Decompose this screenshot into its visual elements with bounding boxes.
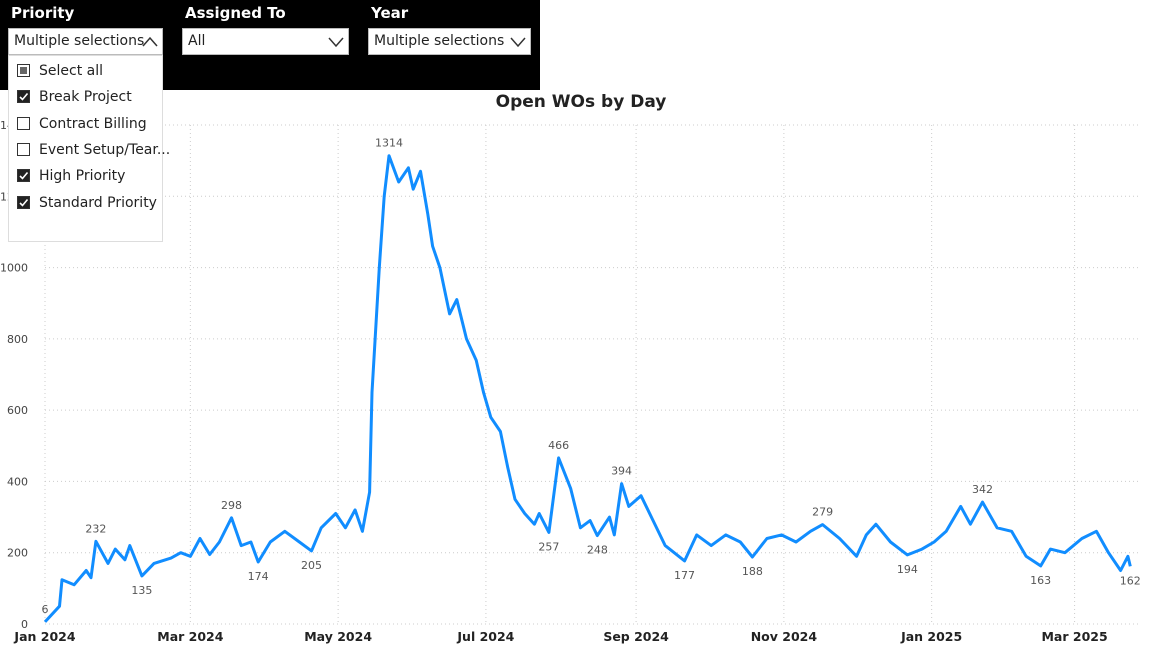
x-tick-label: Nov 2024 bbox=[751, 629, 818, 644]
check-mark bbox=[19, 172, 29, 180]
x-tick-label: Mar 2024 bbox=[157, 629, 223, 644]
y-tick-label: 400 bbox=[7, 475, 28, 488]
x-tick-label: Sep 2024 bbox=[603, 629, 669, 644]
chevron-down bbox=[328, 37, 344, 48]
chevron-up bbox=[142, 36, 158, 47]
y-tick-label: 1000 bbox=[0, 262, 28, 275]
data-label: 6 bbox=[42, 603, 49, 616]
checkbox[interactable] bbox=[17, 195, 30, 209]
slicer-selection: Multiple selections bbox=[374, 33, 505, 49]
data-label: 205 bbox=[301, 559, 322, 572]
checkbox[interactable] bbox=[17, 169, 30, 183]
data-label: 466 bbox=[548, 439, 569, 452]
chart-title: Open WOs by Day bbox=[496, 92, 667, 112]
checkbox[interactable] bbox=[17, 64, 30, 77]
x-tick-label: May 2024 bbox=[304, 629, 372, 644]
chevron-down bbox=[510, 37, 526, 48]
grid bbox=[44, 124, 1140, 625]
data-label: 394 bbox=[611, 465, 632, 478]
data-label: 279 bbox=[812, 506, 833, 519]
slicer-options: Select all Break Project Contract Billing E… bbox=[8, 55, 170, 242]
checkbox[interactable] bbox=[17, 90, 30, 104]
x-tick-label: Mar 2025 bbox=[1041, 629, 1107, 644]
data-label: 135 bbox=[131, 584, 152, 597]
x-tick-label: Jan 2024 bbox=[13, 629, 75, 644]
slicer-selection: Multiple selections bbox=[14, 33, 145, 49]
data-label: 177 bbox=[674, 569, 695, 582]
data-label: 162 bbox=[1120, 574, 1141, 587]
check-mark bbox=[19, 93, 29, 101]
data-label: 1314 bbox=[375, 137, 403, 150]
data-label: 232 bbox=[85, 522, 106, 535]
option-label: Contract Billing bbox=[39, 115, 147, 132]
slicer-title: Year bbox=[371, 4, 409, 22]
data-label: 298 bbox=[221, 499, 242, 512]
data-label: 194 bbox=[897, 563, 918, 576]
slicer-dropdown[interactable]: Multiple selections bbox=[8, 28, 163, 55]
option-label: Standard Priority bbox=[39, 194, 157, 211]
y-tick-label: 200 bbox=[7, 547, 28, 560]
y-tick-label: 0 bbox=[21, 618, 28, 631]
option-label: Event Setup/Tear... bbox=[39, 141, 171, 158]
x-tick-label: Jan 2025 bbox=[900, 629, 962, 644]
data-label: 257 bbox=[538, 540, 559, 553]
y-tick-label: 600 bbox=[7, 404, 28, 417]
slicer-title: Priority bbox=[11, 4, 75, 22]
data-label: 188 bbox=[742, 565, 763, 578]
slicer-selection: All bbox=[188, 33, 206, 49]
data-label: 163 bbox=[1030, 574, 1051, 587]
checkbox[interactable] bbox=[17, 116, 30, 130]
slicer-dropdown[interactable]: Multiple selections bbox=[368, 28, 531, 55]
option-label: Select all bbox=[39, 63, 103, 79]
y-tick-label: 800 bbox=[7, 333, 28, 346]
data-label: 248 bbox=[587, 544, 608, 557]
slicer-dropdown[interactable]: All bbox=[182, 28, 349, 55]
check-mark bbox=[19, 198, 29, 207]
data-label: 174 bbox=[248, 570, 269, 583]
checkbox[interactable] bbox=[17, 142, 30, 156]
data-label: 342 bbox=[972, 483, 993, 496]
option-label: High Priority bbox=[39, 168, 126, 185]
option-label: Break Project bbox=[39, 89, 132, 106]
x-tick-label: Jul 2024 bbox=[456, 629, 514, 644]
slicer-title: Assigned To bbox=[185, 4, 286, 22]
data-line bbox=[43, 154, 1132, 623]
